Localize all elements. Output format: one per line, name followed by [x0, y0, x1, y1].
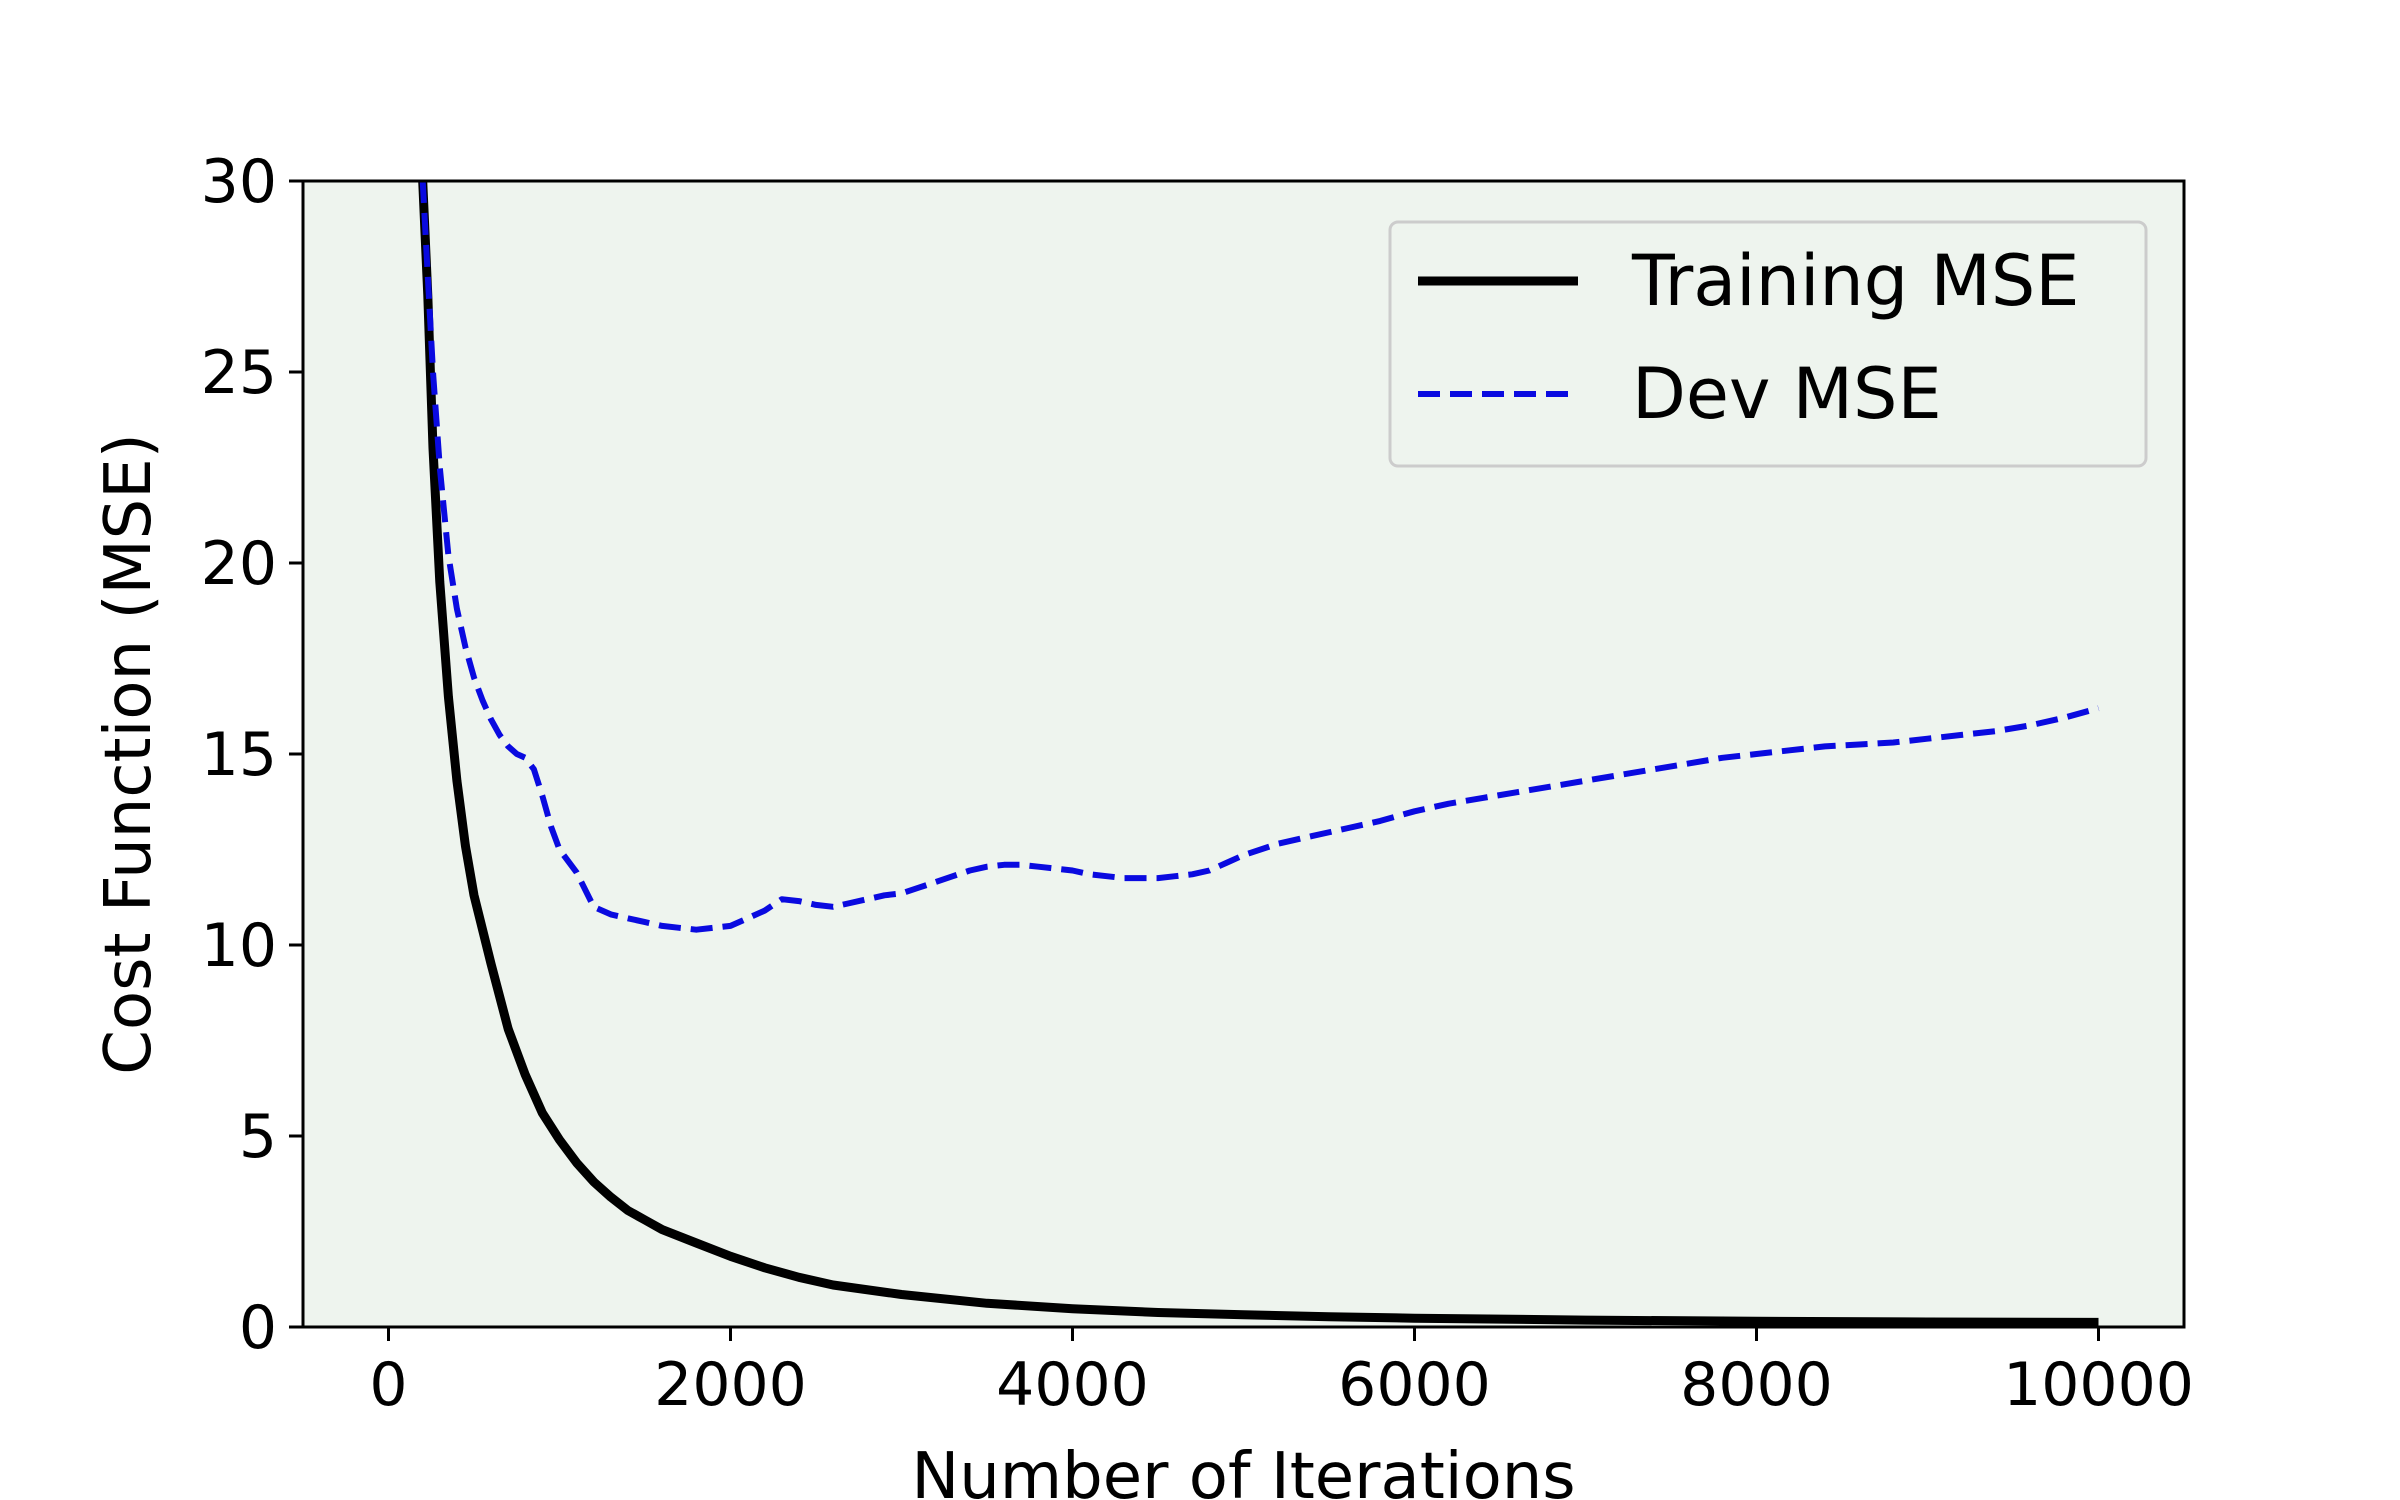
- x-axis: 0 2000 4000 6000 8000 10000: [369, 1327, 2194, 1420]
- y-axis: 0 5 10 15 20 25 30: [201, 147, 303, 1363]
- x-tick-label: 10000: [2003, 1350, 2194, 1420]
- y-tick-label: 20: [201, 529, 277, 599]
- x-tick-label: 2000: [654, 1350, 807, 1420]
- y-tick-label: 10: [201, 911, 277, 981]
- y-tick-label: 5: [239, 1102, 277, 1172]
- x-tick-label: 0: [369, 1350, 407, 1420]
- legend: Training MSE Dev MSE: [1390, 222, 2146, 466]
- y-tick-label: 15: [201, 720, 277, 790]
- legend-label-training-mse: Training MSE: [1631, 240, 2080, 322]
- legend-label-dev-mse: Dev MSE: [1632, 353, 1942, 435]
- y-tick-label: 25: [201, 338, 277, 408]
- x-tick-label: 6000: [1338, 1350, 1491, 1420]
- x-axis-title: Number of Iterations: [911, 1440, 1575, 1500]
- y-axis-title: Cost Function (MSE): [92, 433, 166, 1074]
- y-tick-label: 30: [201, 147, 277, 217]
- x-tick-label: 4000: [996, 1350, 1149, 1420]
- y-tick-label: 0: [239, 1293, 277, 1363]
- x-tick-label: 8000: [1680, 1350, 1833, 1420]
